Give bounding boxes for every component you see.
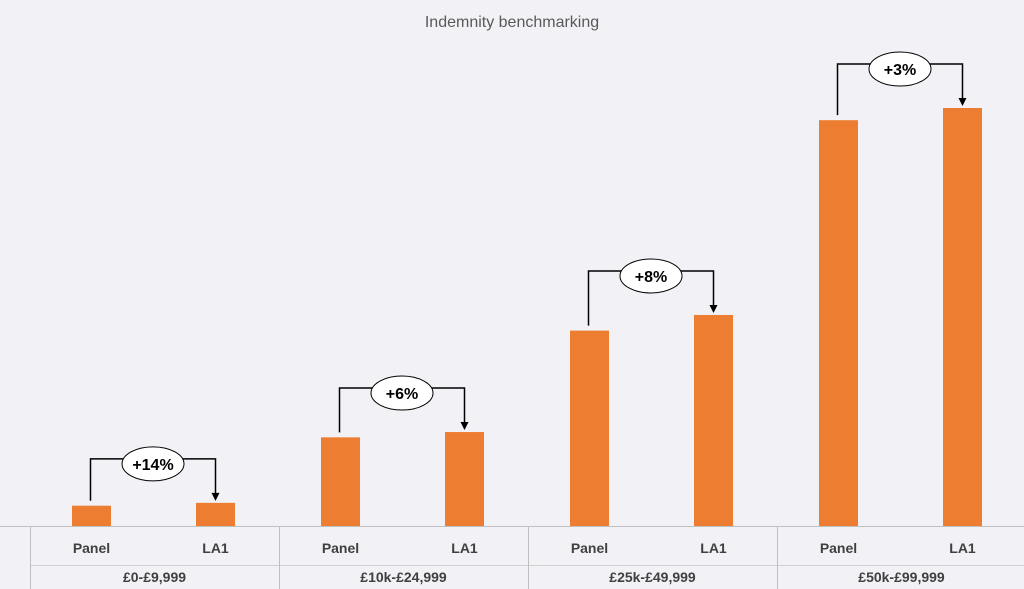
change-label: +6%	[386, 386, 418, 403]
category-tick-label: £50k-£99,999	[858, 569, 945, 585]
series-tick-label: Panel	[820, 540, 857, 556]
series-tick-label: LA1	[451, 540, 478, 556]
change-label: +3%	[884, 62, 916, 79]
change-ellipse	[121, 446, 185, 482]
arrowhead-icon	[211, 492, 220, 501]
category-tick-label: £0-£9,999	[123, 569, 186, 585]
bar-la1-3	[694, 314, 733, 526]
bar-la1-2	[445, 432, 484, 526]
bar-panel-4	[819, 120, 858, 527]
category-tick-label: £10k-£24,999	[360, 569, 447, 585]
change-ellipse	[370, 375, 434, 411]
bar-la1-4	[943, 108, 982, 526]
series-tick-label: LA1	[700, 540, 727, 556]
arrowhead-icon	[460, 422, 469, 431]
series-tick-label: Panel	[73, 540, 110, 556]
series-tick-label: LA1	[202, 540, 229, 556]
arrowhead-icon	[709, 304, 718, 313]
category-tick-label: £25k-£49,999	[609, 569, 696, 585]
series-tick-label: LA1	[949, 540, 976, 556]
arrowhead-icon	[958, 98, 967, 106]
bar-panel-3	[570, 330, 609, 526]
change-label: +8%	[635, 269, 667, 286]
series-tick-label: Panel	[571, 540, 608, 556]
bars	[72, 108, 982, 527]
change-label: +14%	[132, 457, 173, 474]
change-annotations: +14% +6% +8% +3%	[89, 51, 967, 501]
change-ellipse	[868, 51, 932, 87]
bar-panel-1	[72, 505, 111, 526]
series-tick-label: Panel	[322, 540, 359, 556]
bar-panel-2	[321, 437, 360, 526]
chart-title: Indemnity benchmarking	[425, 14, 599, 31]
change-ellipse	[619, 258, 683, 294]
bar-la1-1	[196, 502, 235, 526]
